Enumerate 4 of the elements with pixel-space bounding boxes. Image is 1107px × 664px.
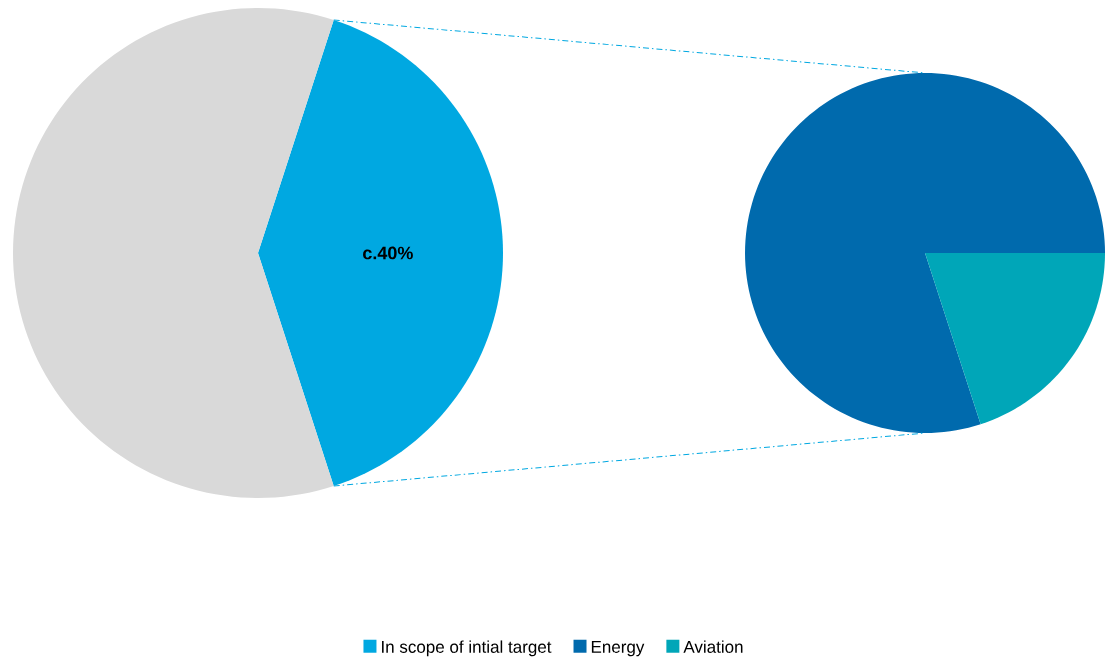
legend-label: Aviation — [683, 640, 743, 653]
data-label: c.40% — [363, 246, 413, 260]
legend-label: Energy — [591, 641, 645, 657]
legend-label: In scope of intial target — [382, 640, 552, 657]
